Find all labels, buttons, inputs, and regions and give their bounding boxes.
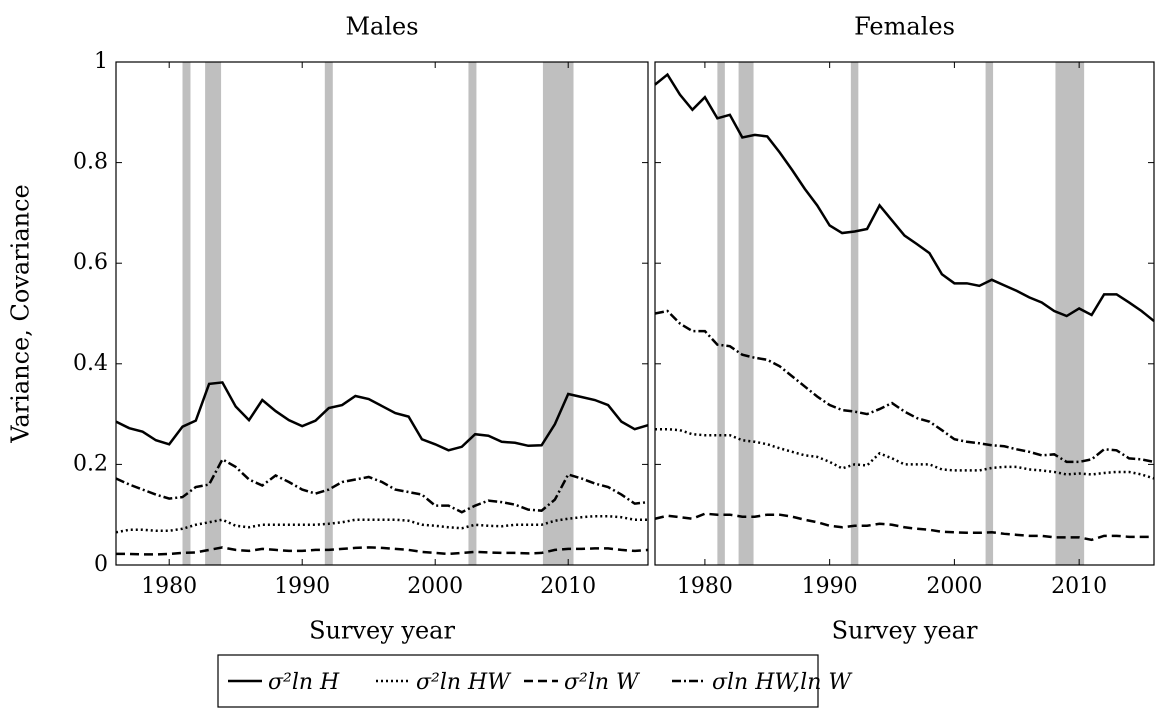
y-tick-label: 0.8	[73, 150, 108, 175]
series-line	[654, 512, 1154, 542]
panel-title: Females	[854, 13, 955, 41]
recession-band	[468, 62, 477, 565]
x-tick-label: 2000	[926, 574, 982, 599]
recession-band	[738, 62, 754, 565]
legend-label: σ²ln HW	[416, 670, 512, 695]
y-axis-label: Variance, Covariance	[7, 184, 35, 444]
legend-label: σln HW,ln W	[712, 670, 853, 695]
series-line	[654, 72, 1155, 323]
x-tick-label: 1990	[802, 574, 858, 599]
series-line	[115, 457, 649, 514]
y-tick-label: 0.4	[73, 351, 108, 376]
panel-title: Males	[345, 13, 418, 41]
x-tick-label: 2000	[407, 574, 463, 599]
x-tick-label: 2010	[540, 574, 596, 599]
recession-band	[850, 62, 859, 565]
x-tick-label: 1980	[141, 574, 197, 599]
x-axis-label: Survey year	[309, 617, 455, 645]
recession-band	[205, 62, 222, 565]
y-tick-label: 0.2	[73, 451, 108, 476]
legend-label: σ²ln H	[268, 670, 340, 695]
x-tick-label: 2010	[1051, 574, 1107, 599]
plot-frame	[654, 61, 1155, 566]
legend-box	[217, 654, 819, 708]
y-tick-label: 1	[94, 49, 108, 74]
recession-band	[324, 62, 333, 565]
series-line	[115, 381, 649, 452]
x-tick-label: 1990	[274, 574, 330, 599]
legend-label: σ²ln W	[564, 670, 641, 695]
recession-band	[717, 62, 725, 565]
x-axis-label: Survey year	[832, 617, 978, 645]
recession-band	[985, 62, 994, 565]
recession-band	[542, 62, 574, 565]
recession-band	[182, 62, 191, 565]
plot-frame	[115, 61, 649, 566]
x-tick-label: 1980	[677, 574, 733, 599]
series-line	[654, 309, 1155, 464]
y-tick-label: 0.6	[73, 250, 108, 275]
y-tick-label: 0	[94, 552, 108, 577]
series-line	[116, 546, 649, 556]
